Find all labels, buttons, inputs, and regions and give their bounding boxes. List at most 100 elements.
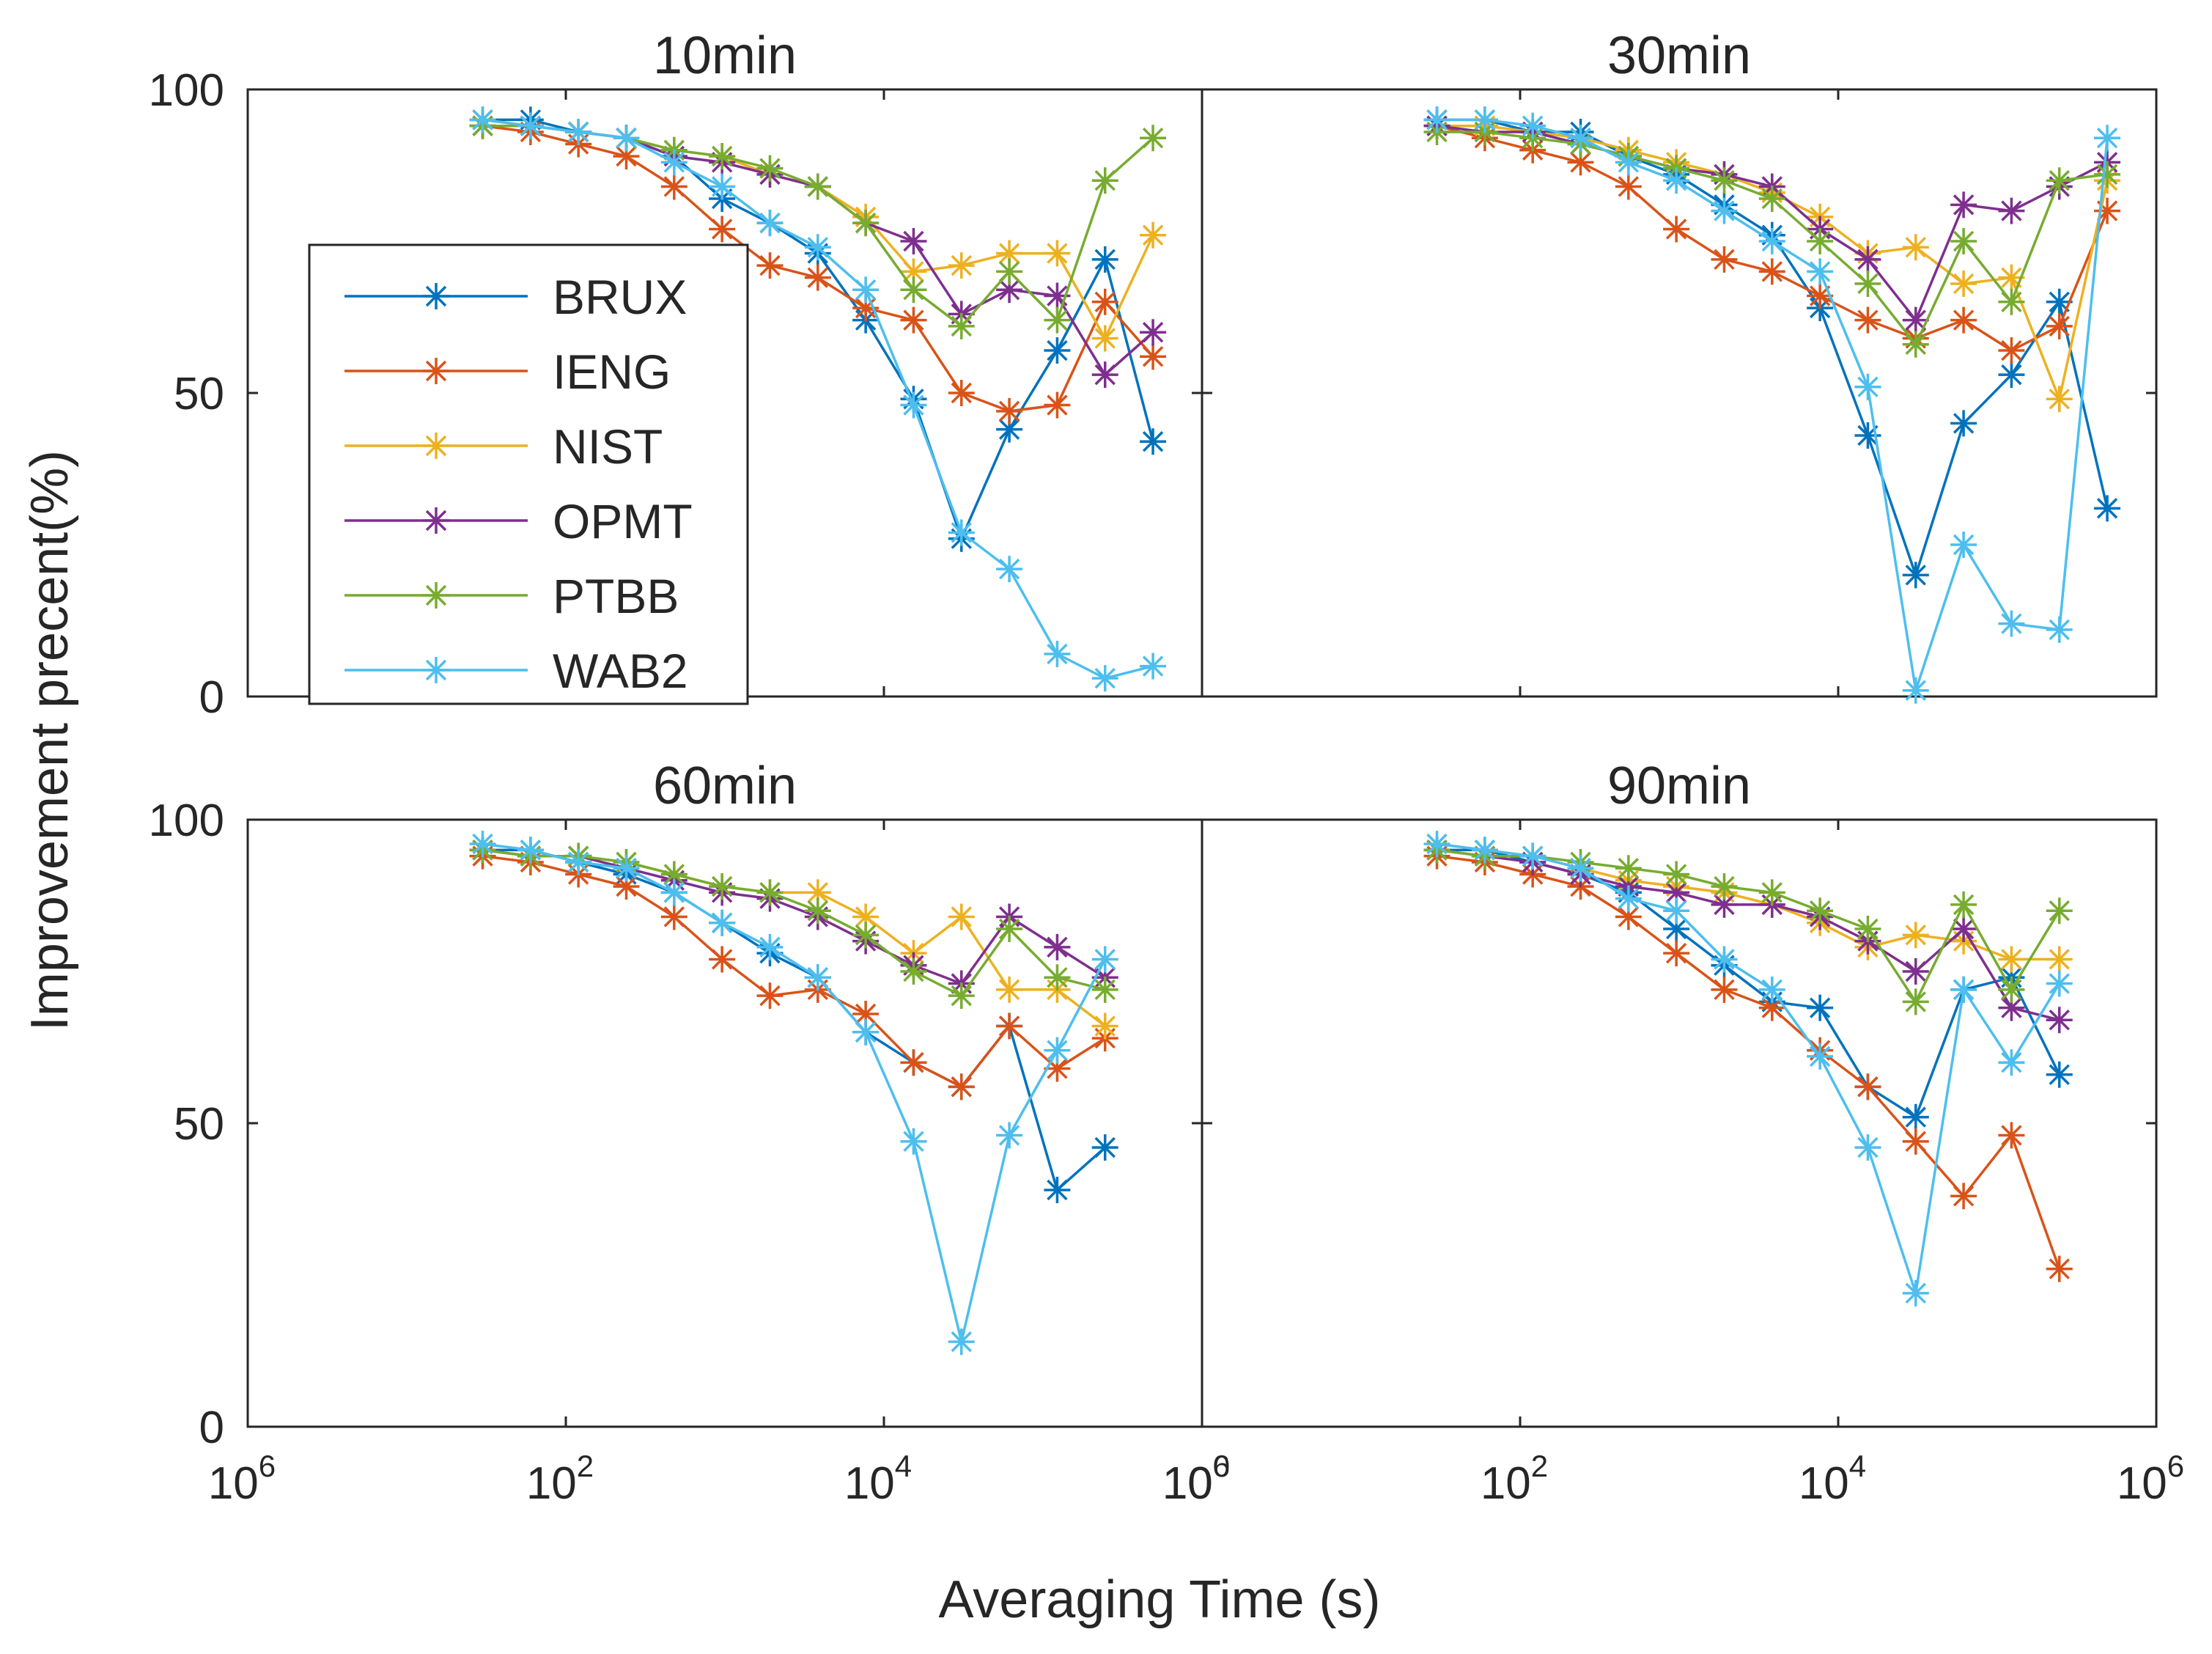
data-point [1044, 240, 1071, 267]
data-point [1615, 903, 1642, 930]
data-point [1950, 410, 1977, 437]
legend: BRUX IENG NIST OPMT PTBB WAB2 [308, 243, 749, 705]
data-point [2046, 312, 2073, 339]
data-point [900, 958, 927, 985]
legend-label: WAB2 [553, 644, 688, 698]
data-point [1567, 125, 1594, 152]
data-point [1854, 373, 1881, 400]
data-point [900, 1049, 927, 1076]
data-point [996, 1122, 1023, 1149]
data-point [2046, 946, 2073, 973]
data-point [1950, 916, 1977, 943]
data-point [2094, 161, 2121, 188]
data-point [852, 922, 880, 949]
data-point [1044, 306, 1071, 334]
data-point [1044, 1177, 1071, 1204]
data-point [709, 216, 736, 243]
data-point [709, 143, 736, 170]
legend-marker [423, 283, 449, 309]
data-point [948, 312, 975, 339]
data-point [660, 861, 687, 888]
legend-label: OPMT [553, 494, 693, 548]
legend-item-WAB2: WAB2 [344, 644, 688, 698]
data-point [1950, 191, 1977, 218]
data-point [1998, 197, 2025, 224]
data-point [996, 1012, 1023, 1040]
data-point [517, 112, 544, 139]
data-point [1807, 228, 1834, 254]
data-point [852, 210, 880, 237]
data-point [756, 210, 784, 237]
data-point [1471, 837, 1498, 864]
data-point [1854, 916, 1881, 943]
legend-item-NIST: NIST [344, 419, 663, 474]
axes-frame [1201, 88, 2158, 698]
x-axis-label: Averaging Time (s) [939, 1570, 1381, 1629]
data-point [469, 106, 496, 133]
data-point [1519, 842, 1546, 870]
data-point [948, 380, 975, 406]
x-tick-label: 102 [1481, 1449, 1548, 1509]
data-point [996, 397, 1023, 424]
data-point [660, 173, 687, 200]
data-point [1902, 562, 1929, 589]
data-point [1998, 610, 2025, 637]
data-point [1854, 422, 1881, 449]
data-point [804, 264, 831, 291]
data-point [1044, 933, 1071, 960]
data-point [2046, 288, 2073, 315]
data-point [660, 879, 687, 906]
data-point [1044, 1037, 1071, 1064]
series-WAB2 [469, 831, 1118, 1356]
series-line [1437, 842, 2061, 1295]
data-point [613, 143, 640, 170]
data-point [1423, 106, 1450, 133]
data-point [996, 916, 1023, 943]
data-point [1663, 897, 1690, 925]
data-point [948, 982, 975, 1010]
legend-label: PTBB [553, 569, 679, 623]
legend-label: BRUX [553, 270, 687, 324]
x-tick-label: 102 [526, 1449, 594, 1509]
data-point [565, 118, 592, 145]
data-point [1091, 361, 1118, 389]
data-point [2046, 386, 2073, 413]
x-tick-label: 106 [2117, 1449, 2184, 1509]
data-point [1950, 976, 1977, 1003]
data-point [1854, 306, 1881, 334]
data-point [1711, 873, 1738, 900]
data-point [948, 519, 975, 546]
data-point [1950, 228, 1977, 254]
data-point [1140, 653, 1167, 680]
data-point [1044, 964, 1071, 991]
data-point [565, 848, 592, 875]
data-point [1711, 246, 1738, 273]
data-point [2094, 495, 2121, 522]
data-point [948, 1073, 975, 1100]
data-point [1091, 288, 1118, 315]
y-tick-label: 50 [174, 1099, 224, 1150]
y-tick-label: 0 [199, 1403, 224, 1453]
data-point [1950, 306, 1977, 334]
data-point [1998, 264, 2025, 291]
legend-marker [423, 433, 449, 459]
data-point [852, 1018, 880, 1045]
data-point [996, 976, 1023, 1003]
data-point [709, 873, 736, 900]
data-point [756, 879, 784, 906]
legend-label: NIST [553, 419, 663, 474]
data-point [1902, 958, 1929, 985]
legend-box [308, 243, 749, 705]
panel-90min: 90min 100 102 104 106 [1162, 757, 2184, 1509]
data-point [1091, 325, 1118, 352]
data-point [996, 556, 1023, 583]
data-point [1519, 112, 1546, 139]
data-point [1950, 532, 1977, 558]
data-point [660, 149, 687, 176]
data-point [900, 276, 927, 304]
y-tick-label: 50 [174, 369, 224, 419]
data-point [804, 964, 831, 991]
